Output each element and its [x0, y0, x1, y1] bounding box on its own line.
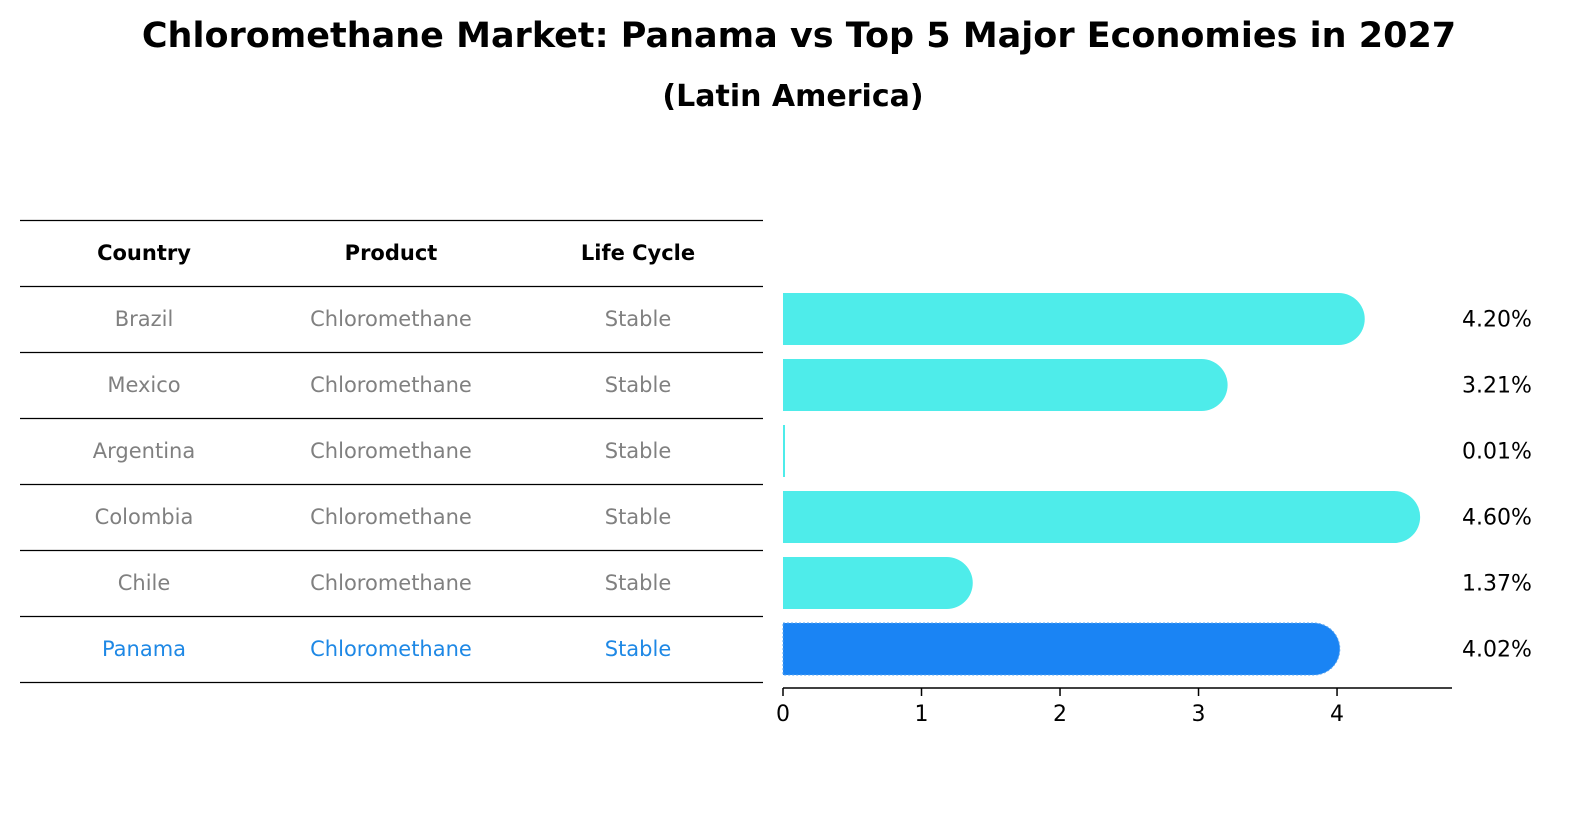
- table-cell: Panama: [102, 637, 186, 661]
- bar-plot: [782, 293, 1421, 676]
- table-cell: Stable: [605, 505, 672, 529]
- table-cell: Brazil: [115, 307, 174, 331]
- bar-panama: [782, 622, 1341, 676]
- table-cell: Chloromethane: [310, 439, 472, 463]
- x-tick-label: 3: [1192, 702, 1206, 727]
- table-cell: Chloromethane: [310, 505, 472, 529]
- table-cell: Stable: [605, 571, 672, 595]
- x-axis: 0 1 2 3 4: [776, 687, 1452, 727]
- bar-brazil: [783, 293, 1365, 345]
- table-cell: Chloromethane: [310, 637, 472, 661]
- table-cell: Stable: [605, 637, 672, 661]
- value-label: 4.60%: [1462, 506, 1532, 531]
- table-cell: Stable: [605, 373, 672, 397]
- table-cell: Stable: [605, 307, 672, 331]
- table-cell: Chloromethane: [310, 571, 472, 595]
- x-tick-label: 0: [776, 702, 790, 727]
- value-label: 4.20%: [1462, 308, 1532, 333]
- bar-mexico: [783, 359, 1228, 411]
- table-cell: Chile: [118, 571, 171, 595]
- value-label: 0.01%: [1462, 440, 1532, 465]
- data-table: Country Product Life Cycle Brazil Chlorometh…: [20, 219, 763, 684]
- table-cell: Colombia: [95, 505, 194, 529]
- chart-subtitle: (Latin America): [662, 79, 924, 114]
- value-label: 4.02%: [1462, 638, 1532, 663]
- bar-colombia: [783, 491, 1421, 543]
- bar-chile: [783, 557, 973, 609]
- table-cell: Mexico: [107, 373, 180, 397]
- table-cell: Chloromethane: [310, 307, 472, 331]
- chart-title: Chloromethane Market: Panama vs Top 5 Ma…: [141, 16, 1457, 56]
- x-tick-label: 1: [915, 702, 929, 727]
- table-cell: Argentina: [93, 439, 195, 463]
- x-tick-label: 4: [1330, 702, 1344, 727]
- value-label: 3.21%: [1462, 374, 1532, 399]
- table-header-product: Product: [345, 241, 438, 265]
- value-label: 1.37%: [1462, 572, 1532, 597]
- table-cell: Chloromethane: [310, 373, 472, 397]
- table-header-life-cycle: Life Cycle: [581, 241, 695, 265]
- value-labels: 4.20% 3.21% 0.01% 4.60% 1.37% 4.02%: [1462, 308, 1532, 663]
- bar-argentina: [783, 425, 785, 477]
- x-tick-label: 2: [1053, 702, 1067, 727]
- table-header-country: Country: [97, 241, 191, 265]
- table-cell: Stable: [605, 439, 672, 463]
